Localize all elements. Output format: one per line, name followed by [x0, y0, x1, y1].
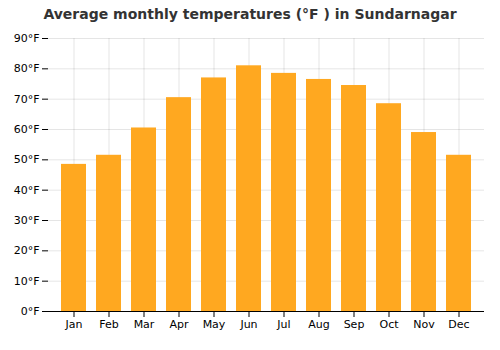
svg-text:Feb: Feb [99, 318, 118, 331]
svg-text:Nov: Nov [413, 318, 435, 331]
html-text:Average monthly temperatures (: Average monthly temperatures (°F ) in Su… [43, 6, 457, 22]
svg-text:30°F: 30°F [14, 214, 40, 227]
svg-text:Sep: Sep [344, 318, 365, 331]
svg-text:Oct: Oct [379, 318, 399, 331]
svg-text:80°F: 80°F [14, 62, 40, 75]
svg-text:May: May [203, 318, 226, 331]
svg-text:10°F: 10°F [14, 275, 40, 288]
svg-text:40°F: 40°F [14, 184, 40, 197]
svg-text:Dec: Dec [448, 318, 469, 331]
svg-text:0°F: 0°F [21, 305, 40, 318]
svg-text:Jun: Jun [239, 318, 257, 331]
svg-text:Jan: Jan [65, 318, 83, 331]
svg-text:Apr: Apr [169, 318, 189, 331]
svg-text:60°F: 60°F [14, 123, 40, 136]
svg-text:Aug: Aug [308, 318, 329, 331]
svg-text:50°F: 50°F [14, 153, 40, 166]
svg-text:Jul: Jul [276, 318, 290, 331]
svg-text:90°F: 90°F [14, 32, 40, 45]
svg-text:20°F: 20°F [14, 244, 40, 257]
svg-text:70°F: 70°F [14, 93, 40, 106]
svg-text:Mar: Mar [134, 318, 155, 331]
